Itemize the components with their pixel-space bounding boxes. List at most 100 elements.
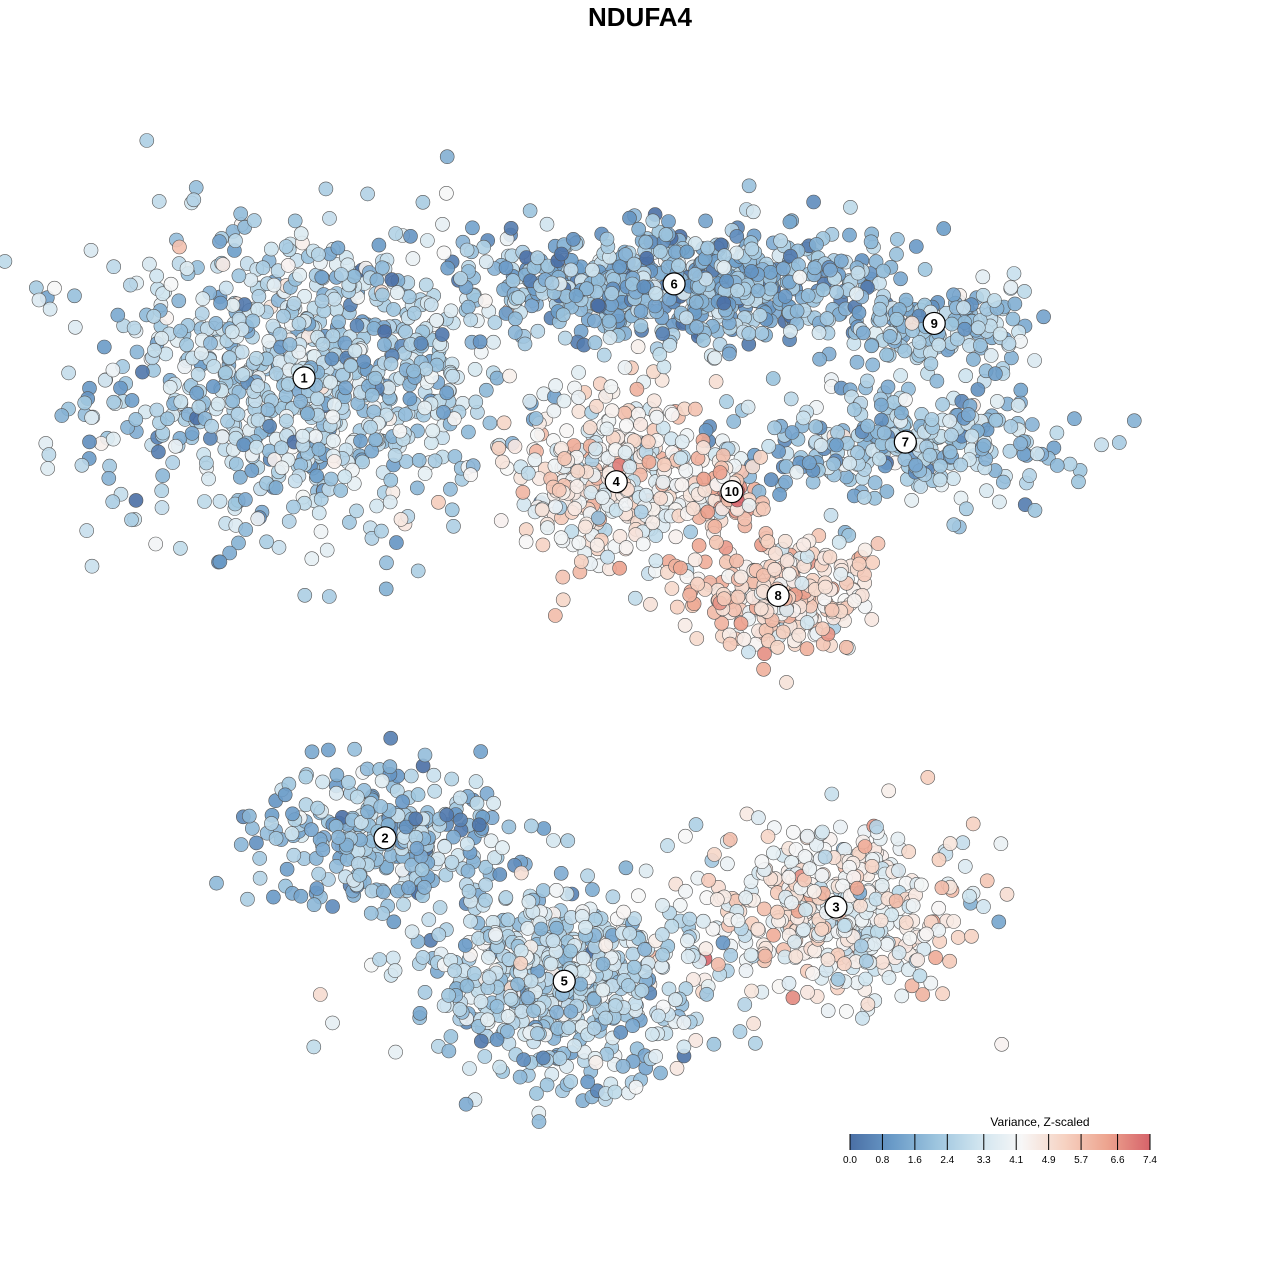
data-point xyxy=(752,308,768,323)
data-point xyxy=(523,818,539,834)
data-point xyxy=(646,393,662,409)
data-point xyxy=(295,428,311,444)
data-point xyxy=(586,1021,602,1036)
data-point xyxy=(203,431,218,446)
data-point xyxy=(791,627,807,643)
colorbar-tick-label: 4.1 xyxy=(1009,1155,1023,1166)
cluster-label-text: 4 xyxy=(613,474,621,489)
data-point xyxy=(151,194,167,209)
data-point xyxy=(123,277,138,293)
data-point xyxy=(298,769,314,785)
data-point xyxy=(601,313,617,329)
data-point xyxy=(552,1051,568,1066)
data-point xyxy=(321,742,336,758)
data-point xyxy=(901,844,917,860)
data-point xyxy=(777,533,793,549)
data-point xyxy=(473,1033,489,1049)
data-point xyxy=(208,316,224,331)
data-point xyxy=(772,487,787,502)
data-point xyxy=(965,816,981,832)
data-point xyxy=(588,441,603,457)
data-point xyxy=(809,237,824,252)
data-point xyxy=(225,393,240,409)
data-point xyxy=(843,200,858,215)
data-point xyxy=(383,356,399,372)
data-point xyxy=(377,324,393,340)
data-point xyxy=(533,921,549,937)
data-point xyxy=(651,1008,666,1024)
data-point xyxy=(106,394,121,410)
data-point xyxy=(97,372,113,388)
data-point xyxy=(495,840,510,856)
data-point xyxy=(373,799,389,814)
data-point xyxy=(249,439,264,455)
data-point xyxy=(829,437,844,453)
data-point xyxy=(463,312,479,328)
data-point xyxy=(800,984,815,1000)
data-point xyxy=(287,473,303,489)
cluster-label-3: 3 xyxy=(824,895,848,919)
data-point xyxy=(488,927,503,942)
data-point xyxy=(507,325,523,340)
data-point xyxy=(818,579,833,595)
data-point xyxy=(633,417,648,432)
data-point xyxy=(203,335,218,351)
data-point xyxy=(838,639,854,655)
data-point xyxy=(42,301,58,317)
data-point xyxy=(625,1018,640,1033)
data-point xyxy=(47,280,62,296)
data-point xyxy=(865,357,881,373)
data-point xyxy=(234,344,250,360)
data-point xyxy=(555,307,571,323)
data-point xyxy=(329,767,345,783)
data-point xyxy=(894,988,910,1004)
data-point xyxy=(441,988,456,1003)
data-point xyxy=(879,484,895,499)
data-point xyxy=(446,411,462,427)
colorbar-tick-label: 7.4 xyxy=(1143,1155,1157,1166)
cluster-label-text: 8 xyxy=(775,588,782,603)
data-point xyxy=(730,913,746,928)
data-point xyxy=(716,591,732,607)
data-point xyxy=(859,373,875,389)
data-point xyxy=(615,1059,631,1074)
data-point xyxy=(515,484,531,500)
data-point xyxy=(349,318,365,333)
data-point xyxy=(730,589,746,605)
data-point xyxy=(607,998,623,1014)
data-point xyxy=(882,329,898,344)
data-point xyxy=(544,275,560,291)
data-point xyxy=(496,415,512,431)
data-point xyxy=(247,213,262,228)
data-point xyxy=(101,470,117,486)
data-point xyxy=(129,344,145,360)
data-point xyxy=(719,273,734,289)
data-point xyxy=(482,415,498,431)
data-point xyxy=(563,943,578,959)
data-point xyxy=(983,348,999,363)
data-point xyxy=(222,545,237,561)
data-point xyxy=(607,1084,623,1100)
data-point xyxy=(879,937,895,952)
data-point xyxy=(511,290,526,305)
data-point xyxy=(760,534,776,549)
data-point xyxy=(355,454,370,470)
data-point xyxy=(842,455,857,471)
data-point xyxy=(979,483,994,499)
data-point xyxy=(568,288,584,303)
data-point xyxy=(315,774,330,790)
data-point xyxy=(976,899,991,914)
data-point xyxy=(549,882,564,898)
data-point xyxy=(446,829,461,845)
data-point xyxy=(942,953,958,969)
data-point xyxy=(707,847,722,862)
data-point xyxy=(536,821,552,836)
data-point xyxy=(520,990,536,1006)
data-point xyxy=(910,952,925,968)
data-point xyxy=(74,457,90,473)
data-point xyxy=(102,458,117,474)
data-point xyxy=(543,956,559,972)
data-point xyxy=(398,819,414,835)
data-point xyxy=(647,298,663,314)
data-point xyxy=(266,889,281,905)
